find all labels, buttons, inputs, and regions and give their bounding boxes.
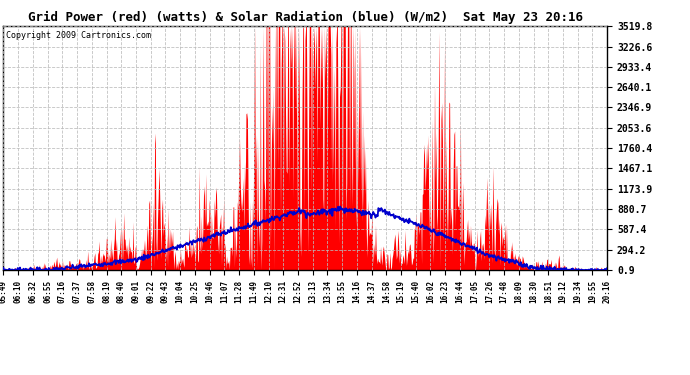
- Text: Copyright 2009 Cartronics.com: Copyright 2009 Cartronics.com: [6, 31, 152, 40]
- Title: Grid Power (red) (watts) & Solar Radiation (blue) (W/m2)  Sat May 23 20:16: Grid Power (red) (watts) & Solar Radiati…: [28, 10, 583, 24]
